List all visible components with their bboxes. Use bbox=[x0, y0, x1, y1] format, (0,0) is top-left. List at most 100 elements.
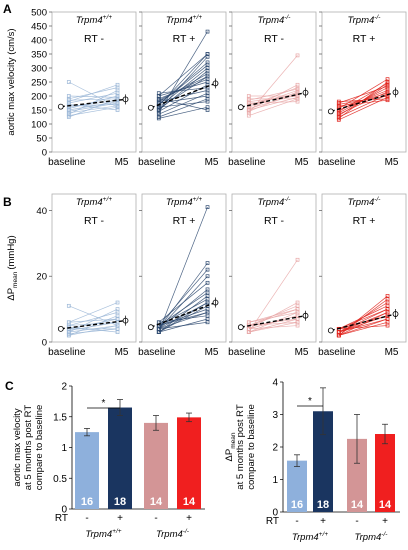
bar-n-label: 14 bbox=[183, 496, 196, 508]
y-tick-label: 200 bbox=[31, 92, 47, 103]
y-tick-label: 1 bbox=[61, 443, 67, 454]
animal-line bbox=[248, 84, 298, 111]
subplot-genotype-base: Trpm4 bbox=[348, 197, 375, 208]
y-tick-label: 500 bbox=[31, 8, 47, 19]
animal-line bbox=[248, 97, 298, 111]
rt-sign: - bbox=[355, 516, 358, 527]
subplot-frame bbox=[141, 193, 227, 343]
subplot: 0 50 100 150 200 250 300 350 400 450 500 Trpm4+/+ RT… bbox=[31, 8, 137, 168]
mean-line bbox=[60, 98, 126, 108]
y-tick-label: 100 bbox=[31, 120, 47, 131]
m5-point bbox=[385, 84, 390, 89]
baseline-point bbox=[156, 108, 161, 112]
subplot-genotype-sup: +/+ bbox=[193, 14, 203, 21]
group-label: Trpm4+/+ bbox=[292, 531, 328, 543]
mean-baseline-marker bbox=[57, 325, 64, 332]
animal-line bbox=[248, 318, 298, 333]
x-tick-label-baseline: baseline bbox=[48, 157, 86, 168]
subplot-genotype-sup: -/- bbox=[374, 196, 381, 203]
bar bbox=[108, 407, 132, 509]
significance-star: * bbox=[102, 398, 106, 409]
m5-point bbox=[385, 307, 390, 311]
animal-line bbox=[68, 87, 118, 100]
y-axis-label-unit: (mmHg) bbox=[6, 235, 17, 269]
x-tick-label-baseline: baseline bbox=[228, 157, 266, 168]
bar-n-label: 14 bbox=[351, 499, 364, 511]
animal-line bbox=[338, 97, 388, 121]
y-axis-label: aortic max velocity (cm/s) bbox=[6, 28, 17, 135]
animal-line bbox=[68, 98, 118, 101]
animal-line bbox=[68, 312, 118, 326]
animal-line bbox=[158, 92, 208, 115]
y-axis-label-line: at 5 months post RT bbox=[23, 405, 34, 491]
bar-n-label: 16 bbox=[291, 499, 303, 511]
bar-n-label: 18 bbox=[317, 499, 329, 511]
m5-point bbox=[295, 53, 300, 58]
m5-point bbox=[205, 63, 210, 68]
baseline-point bbox=[336, 117, 341, 122]
bar-n-label: 14 bbox=[150, 496, 163, 508]
animal-line bbox=[68, 95, 118, 98]
group-label-sup: +/+ bbox=[112, 528, 122, 535]
subplot-genotype-base: Trpm4 bbox=[76, 197, 103, 208]
m5-point bbox=[205, 52, 210, 56]
m5-point bbox=[115, 96, 120, 101]
group-label: Trpm4+/+ bbox=[85, 528, 121, 540]
subplot-frame bbox=[51, 193, 137, 343]
mean-baseline-marker bbox=[57, 103, 64, 110]
m5-point bbox=[205, 290, 210, 295]
group-label-base: Trpm4 bbox=[292, 532, 319, 543]
baseline-point bbox=[246, 113, 251, 118]
x-tick-label-baseline: baseline bbox=[138, 157, 176, 168]
animal-line bbox=[248, 312, 298, 323]
subplot-genotype: Trpm4+/+ bbox=[76, 196, 112, 208]
bar bbox=[375, 434, 395, 512]
animal-line bbox=[158, 98, 208, 118]
subplot-genotype-base: Trpm4 bbox=[166, 15, 193, 26]
m5-point bbox=[115, 317, 120, 321]
y-tick-label: 4 bbox=[272, 378, 278, 389]
bar-n-label: 16 bbox=[81, 496, 93, 508]
y-axis-label-line: aortic max velocity bbox=[12, 408, 23, 486]
subplot-genotype-sup: +/+ bbox=[193, 196, 203, 203]
subplot-rt-label: RT + bbox=[173, 33, 196, 45]
rt-sign: + bbox=[186, 513, 192, 524]
y-tick-label: 1 bbox=[272, 475, 278, 486]
animal-line bbox=[68, 92, 118, 104]
y-axis-label-main: ΔP bbox=[224, 449, 235, 462]
animal-line bbox=[158, 70, 208, 111]
x-tick-label-m5: M5 bbox=[205, 157, 219, 168]
rt-sign: - bbox=[295, 516, 298, 527]
mean-baseline-marker bbox=[327, 108, 334, 115]
baseline-point bbox=[156, 330, 161, 334]
subplot-genotype-sup: +/+ bbox=[103, 14, 113, 21]
y-tick-label: 50 bbox=[36, 134, 47, 145]
m5-point bbox=[295, 313, 300, 318]
x-tick-label-baseline: baseline bbox=[318, 157, 356, 168]
subplot-frame bbox=[321, 193, 407, 343]
rt-sign: + bbox=[320, 516, 326, 527]
y-tick-label: 0.5 bbox=[53, 474, 67, 485]
animal-line bbox=[158, 106, 208, 119]
animal-line bbox=[158, 53, 208, 97]
animal-line bbox=[68, 315, 118, 336]
subplot-genotype-base: Trpm4 bbox=[258, 197, 285, 208]
y-axis-label: ΔPmean (mmHg) bbox=[6, 235, 19, 300]
y-tick-label: 2 bbox=[272, 443, 278, 454]
y-axis-label: aortic max velocity at 5 months post RT co… bbox=[12, 405, 45, 491]
subplot-genotype: Trpm4+/+ bbox=[166, 196, 202, 208]
x-tick-label-m5: M5 bbox=[115, 347, 129, 358]
y-tick-label: 20 bbox=[36, 272, 47, 283]
subplot-rt-label: RT - bbox=[84, 215, 105, 227]
m5-point bbox=[205, 320, 210, 325]
m5-point bbox=[205, 99, 210, 104]
subplot-rt-label: RT - bbox=[264, 215, 285, 227]
animal-line bbox=[338, 321, 388, 336]
animal-line bbox=[158, 312, 208, 326]
animal-line bbox=[68, 101, 118, 111]
x-tick-label-m5: M5 bbox=[295, 347, 309, 358]
m5-point bbox=[205, 300, 210, 305]
